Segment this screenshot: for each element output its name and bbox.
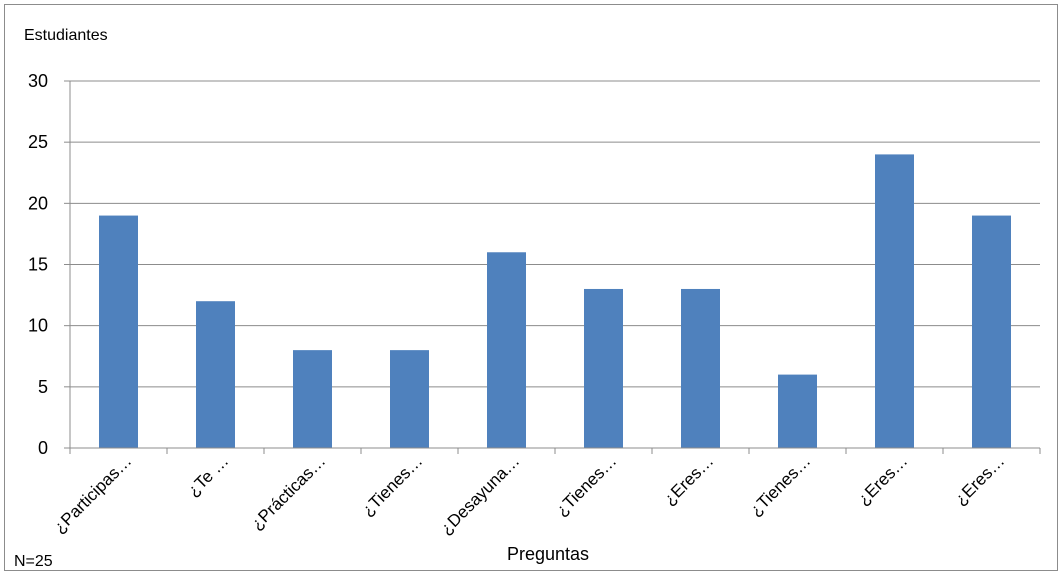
y-tick-label: 20 (28, 193, 48, 213)
y-tick-label: 10 (28, 316, 48, 336)
x-tick-label: ¿Desayuna… (436, 451, 523, 538)
bars (99, 154, 1011, 448)
y-tick-label: 30 (28, 71, 48, 91)
y-tick-label: 15 (28, 255, 48, 275)
bar-3 (293, 350, 332, 448)
bar-4 (390, 350, 429, 448)
x-tick-label: ¿Prácticas… (247, 451, 329, 533)
y-tick-label: 5 (38, 377, 48, 397)
x-tick-label: ¿Eres… (951, 451, 1009, 509)
bar-2 (196, 301, 235, 448)
x-tick-label: ¿Participas… (50, 451, 136, 537)
bar-5 (487, 252, 526, 448)
x-tick-label: ¿Eres… (660, 451, 718, 509)
bar-8 (778, 374, 817, 448)
bar-1 (99, 215, 138, 448)
y-tick-label: 25 (28, 132, 48, 152)
y-tick-label: 0 (38, 438, 48, 458)
sample-size-note: N=25 (14, 553, 53, 570)
x-tick-labels: ¿Participas… ¿Te … ¿Prácticas… ¿Tienes… ¿Des… (50, 451, 1009, 538)
bar-6 (584, 288, 623, 448)
x-tick-label: ¿Tienes… (552, 451, 620, 519)
bar-10 (972, 215, 1011, 448)
x-tick-label: ¿Tienes… (746, 451, 814, 519)
x-tick-label: ¿Te … (183, 451, 232, 500)
axes (69, 81, 1041, 454)
y-axis-label: Estudiantes (24, 27, 108, 44)
x-tick-label: ¿Tienes… (358, 451, 426, 519)
y-tick-labels: 0 5 10 15 20 25 30 (28, 71, 48, 458)
x-tick-label: ¿Eres… (854, 451, 912, 509)
bar-7 (681, 288, 720, 448)
x-axis-label: Preguntas (507, 544, 589, 564)
bar-9 (875, 154, 914, 448)
